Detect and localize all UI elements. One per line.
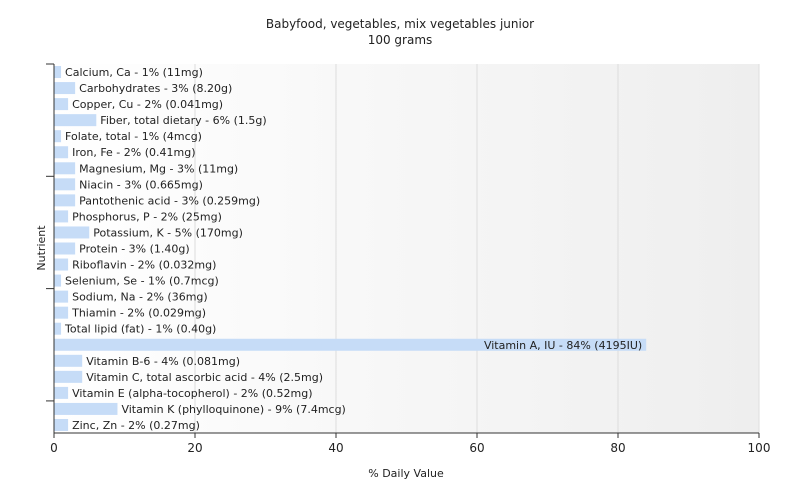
- bar: [54, 258, 69, 271]
- bar-label: Selenium, Se - 1% (0.7mcg): [65, 275, 219, 288]
- x-tick-label: 60: [469, 441, 484, 455]
- x-tick-label: 0: [50, 441, 58, 455]
- bar: [54, 98, 69, 111]
- chart-title: Babyfood, vegetables, mix vegetables jun…: [266, 17, 534, 31]
- bar: [54, 274, 62, 287]
- bar-label: Vitamin K (phylloquinone) - 9% (7.4mcg): [121, 403, 345, 416]
- bar: [54, 402, 118, 415]
- bar: [54, 338, 647, 351]
- bar-label: Phosphorus, P - 2% (25mg): [72, 210, 222, 223]
- bar: [54, 178, 76, 191]
- x-tick-label: 80: [610, 441, 625, 455]
- bar-label: Total lipid (fat) - 1% (0.40g): [64, 323, 216, 336]
- bars: Calcium, Ca - 1% (11mg) Carbohydrates - 3…: [54, 66, 647, 432]
- y-axis-label: Nutrient: [35, 225, 48, 271]
- bar: [54, 386, 69, 399]
- bar: [54, 130, 62, 143]
- bar: [54, 114, 97, 127]
- bar-label: Iron, Fe - 2% (0.41mg): [72, 146, 195, 159]
- chart-subtitle: 100 grams: [368, 33, 433, 47]
- gridlines: [194, 64, 760, 433]
- bar-label: Vitamin E (alpha-tocopherol) - 2% (0.52m…: [72, 387, 312, 400]
- bar: [54, 146, 69, 159]
- bar-label: Pantothenic acid - 3% (0.259mg): [79, 194, 260, 207]
- bar: [54, 306, 69, 319]
- bar-label: Potassium, K - 5% (170mg): [93, 226, 243, 239]
- bar-label: Sodium, Na - 2% (36mg): [72, 291, 208, 304]
- bar-label: Fiber, total dietary - 6% (1.5g): [100, 114, 266, 127]
- bar-label: Niacin - 3% (0.665mg): [79, 178, 203, 191]
- bar-label: Magnesium, Mg - 3% (11mg): [79, 162, 238, 175]
- bar: [54, 66, 62, 79]
- axes: 0 20 40 60 80 100: [46, 63, 771, 455]
- bar: [54, 290, 69, 303]
- bar-label: Vitamin A, IU - 84% (4195IU): [484, 339, 642, 352]
- bar: [54, 242, 76, 255]
- x-tick-label: 100: [748, 441, 771, 455]
- bar: [54, 226, 90, 239]
- x-tick-label: 40: [328, 441, 343, 455]
- bar: [54, 418, 69, 431]
- bar: [54, 370, 83, 383]
- x-tick-label: 20: [187, 441, 202, 455]
- bar: [54, 194, 76, 207]
- bar-label: Thiamin - 2% (0.029mg): [71, 307, 206, 320]
- x-axis-label: % Daily Value: [368, 467, 444, 480]
- bar: [54, 210, 69, 223]
- bar-label: Folate, total - 1% (4mcg): [65, 130, 202, 143]
- bar-label: Vitamin B-6 - 4% (0.081mg): [86, 355, 240, 368]
- bar-label: Vitamin C, total ascorbic acid - 4% (2.5…: [86, 371, 323, 384]
- bar: [54, 354, 83, 367]
- bar-label: Zinc, Zn - 2% (0.27mg): [72, 419, 200, 432]
- bar-label: Calcium, Ca - 1% (11mg): [65, 66, 203, 79]
- bar: [54, 162, 76, 175]
- plot-area: [54, 64, 759, 433]
- bar-label: Riboflavin - 2% (0.032mg): [72, 259, 216, 272]
- bar-label: Copper, Cu - 2% (0.041mg): [72, 98, 223, 111]
- bar-label: Protein - 3% (1.40g): [79, 243, 190, 256]
- bar: [54, 82, 76, 95]
- bar-label: Carbohydrates - 3% (8.20g): [79, 82, 232, 95]
- bar: [54, 322, 62, 335]
